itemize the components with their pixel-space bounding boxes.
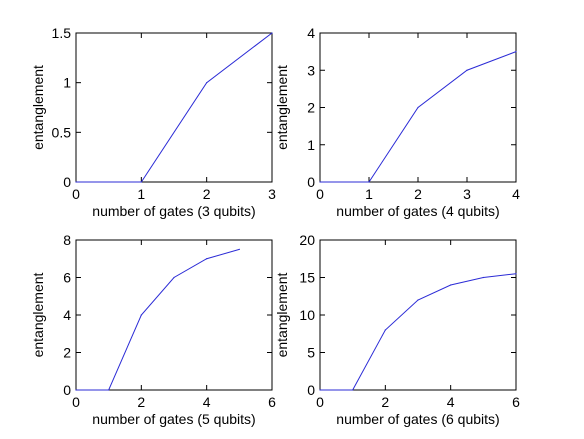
x-tick-label: 0 — [316, 394, 324, 410]
data-point — [515, 273, 517, 275]
x-tick-label: 6 — [512, 394, 520, 410]
x-tick-label: 1 — [137, 186, 145, 202]
x-tick-label: 4 — [447, 394, 455, 410]
y-tick-label: 8 — [63, 232, 71, 248]
data-point — [482, 276, 484, 279]
y-axis-label: entanglement — [274, 65, 290, 150]
y-tick-label: 3 — [307, 62, 315, 78]
data-point — [368, 181, 370, 183]
axes-frame — [319, 239, 517, 391]
y-tick-label: 1.5 — [52, 25, 72, 41]
series-line — [320, 51, 517, 183]
y-tick-label: 1 — [307, 137, 315, 153]
y-axis-label: entanglement — [30, 272, 46, 357]
y-tick-label: 6 — [63, 270, 71, 286]
y-tick-label: 5 — [307, 345, 315, 361]
subplot-1: 0 1 2 3 0 0.5 1 1.5 number of gates (3 qubits) en… — [30, 25, 276, 219]
y-tick-label: 0.5 — [52, 124, 72, 140]
y-axis-label: entanglement — [274, 272, 290, 357]
axes-frame — [75, 32, 273, 183]
x-tick-label: 0 — [72, 186, 80, 202]
series-line — [76, 32, 273, 183]
x-tick-label: 2 — [381, 394, 389, 410]
data-point — [206, 82, 208, 84]
axes-frame — [75, 239, 273, 391]
x-axis-label: number of gates (5 qubits) — [92, 411, 255, 427]
x-tick-label: 6 — [268, 394, 276, 410]
data-point — [108, 389, 110, 391]
data-point — [417, 106, 419, 109]
x-axis-label: number of gates (3 qubits) — [92, 203, 255, 219]
y-axis-label: entanglement — [30, 65, 46, 150]
data-point — [140, 181, 142, 183]
data-point — [319, 389, 321, 391]
y-tick-label: 4 — [63, 307, 71, 323]
data-point — [417, 299, 419, 301]
y-tick-label: 15 — [299, 270, 315, 286]
data-point — [173, 276, 175, 279]
x-tick-label: 0 — [72, 394, 80, 410]
x-tick-label: 4 — [512, 186, 520, 202]
x-axis-label: number of gates (4 qubits) — [336, 203, 499, 219]
y-tick-label: 0 — [307, 382, 315, 398]
series-line — [76, 248, 240, 391]
data-point — [140, 314, 142, 316]
series-line — [320, 273, 517, 391]
x-tick-label: 0 — [316, 186, 324, 202]
data-point — [75, 181, 77, 183]
x-tick-label: 2 — [203, 186, 211, 202]
data-point — [515, 51, 517, 53]
data-point — [206, 258, 208, 260]
y-tick-label: 0 — [63, 174, 71, 190]
data-point — [271, 32, 273, 34]
x-axis-label: number of gates (6 qubits) — [336, 411, 499, 427]
data-point — [450, 284, 452, 286]
data-point — [384, 329, 386, 331]
data-point — [75, 389, 77, 391]
y-tick-label: 0 — [63, 382, 71, 398]
subplot-4: 0 2 4 6 0 5 10 15 20 number of gates (6 qubits) en… — [274, 232, 520, 427]
x-tick-label: 3 — [268, 186, 276, 202]
x-tick-label: 3 — [463, 186, 471, 202]
x-tick-label: 1 — [365, 186, 373, 202]
y-tick-label: 4 — [307, 25, 315, 41]
x-tick-label: 2 — [137, 394, 145, 410]
y-tick-label: 2 — [63, 345, 71, 361]
y-tick-label: 10 — [299, 307, 315, 323]
subplot-2: 0 1 2 3 4 0 1 2 3 4 number of gates (4 qubits) enta… — [274, 25, 520, 219]
data-point — [238, 248, 240, 250]
y-tick-label: 2 — [307, 100, 315, 116]
data-point — [319, 181, 321, 183]
data-point — [352, 389, 354, 391]
y-tick-label: 0 — [307, 174, 315, 190]
data-point — [466, 69, 468, 71]
y-tick-label: 20 — [299, 232, 315, 248]
y-tick-label: 1 — [63, 75, 71, 91]
x-tick-label: 4 — [203, 394, 211, 410]
subplot-3: 0 2 4 6 0 2 4 6 8 number of gates (5 qubits) entan… — [30, 232, 276, 427]
x-tick-label: 2 — [414, 186, 422, 202]
